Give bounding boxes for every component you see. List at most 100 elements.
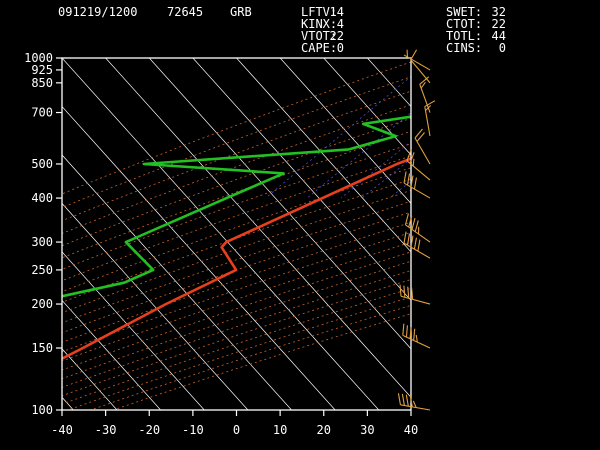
dry-adiabat xyxy=(62,279,411,397)
mixing-ratio-line xyxy=(389,180,411,199)
wind-barb xyxy=(397,393,431,411)
barb-staff xyxy=(400,295,431,305)
profiles xyxy=(62,115,411,361)
barb-staff xyxy=(403,54,431,71)
isotherm-line xyxy=(62,154,292,410)
index-value: 32 xyxy=(491,5,506,19)
isotherm-line xyxy=(62,348,118,410)
barb-feather xyxy=(417,239,421,252)
barb-staff xyxy=(403,242,431,259)
temperature-tick-label: 20 xyxy=(317,423,331,437)
index-value: 14 xyxy=(329,5,344,19)
dry-adiabat xyxy=(62,241,411,362)
barb-feather xyxy=(414,220,419,232)
dry-adiabat xyxy=(62,211,411,334)
barb-feather xyxy=(406,233,411,246)
barb-feather xyxy=(403,285,406,298)
index-value: 4 xyxy=(336,17,344,31)
pressure-tick-label: 150 xyxy=(31,341,53,355)
dry-adiabat xyxy=(62,200,411,324)
temperature-axis: -40 -30 -20 -10 0 10 20 30 40 xyxy=(51,410,418,437)
barb-staff xyxy=(410,59,431,84)
temperature-tick-label: -30 xyxy=(95,423,117,437)
isotherm-line xyxy=(62,105,336,410)
dry-adiabat xyxy=(62,251,411,371)
wind-barb xyxy=(403,171,431,199)
mixing-ratio-line xyxy=(361,158,411,199)
barb-feather xyxy=(403,231,407,244)
index-value: 0 xyxy=(498,41,506,55)
barb-feather xyxy=(407,286,410,299)
barb-feather xyxy=(419,76,430,85)
barb-staff xyxy=(400,404,431,411)
background-lines xyxy=(62,51,600,410)
dry-adiabat xyxy=(62,76,411,208)
dry-adiabat xyxy=(62,260,411,380)
wind-barb xyxy=(402,323,431,349)
dry-adiabat xyxy=(90,304,411,410)
station-id: GRB xyxy=(230,5,252,19)
mixing-ratio-line xyxy=(472,51,600,199)
plot-frame xyxy=(61,57,412,411)
isotherm-line xyxy=(105,58,411,398)
temperature-tick-label: -40 xyxy=(51,423,73,437)
isotherm-line xyxy=(62,251,205,410)
barb-feather xyxy=(403,171,407,184)
index-value: 22 xyxy=(491,17,506,31)
dry-adiabat xyxy=(62,130,411,259)
index-name: SWET: xyxy=(446,5,483,19)
wind-barb xyxy=(399,284,431,305)
isotherm-line xyxy=(236,58,411,253)
dry-adiabat xyxy=(62,167,411,293)
wind-barb xyxy=(406,149,431,181)
barb-feather xyxy=(414,128,423,139)
mixing-ratio-line xyxy=(416,51,600,199)
pressure-tick-label: 700 xyxy=(31,106,53,120)
wind-barbs xyxy=(397,49,436,411)
barb-staff xyxy=(424,106,431,137)
barb-feather xyxy=(415,334,418,343)
dewpoint-profile xyxy=(62,115,411,298)
dry-adiabat xyxy=(67,296,411,410)
pressure-tick-label: 200 xyxy=(31,297,53,311)
barb-feather xyxy=(413,237,417,250)
barb-feather xyxy=(399,284,402,297)
dry-adiabat xyxy=(62,189,411,314)
wind-barb xyxy=(403,231,431,259)
wind-barb xyxy=(410,49,431,84)
pressure-tick-label: 925 xyxy=(31,63,53,77)
mixing-ratio-line xyxy=(440,51,600,199)
temperature-tick-label: -20 xyxy=(138,423,160,437)
wind-barb xyxy=(403,49,431,71)
temperature-tick-label: 40 xyxy=(404,423,418,437)
index-name: TOTL: xyxy=(446,29,483,43)
index-name: CTOT: xyxy=(446,17,483,31)
isotherm-line xyxy=(62,202,249,410)
station-number: 72645 xyxy=(167,5,204,19)
isotherm-line xyxy=(279,58,411,204)
pressure-tick-label: 1000 xyxy=(24,51,53,65)
index-value: 0 xyxy=(336,41,344,55)
wind-barb xyxy=(424,100,436,137)
dry-adiabat xyxy=(62,155,411,282)
temperature-profile xyxy=(62,157,411,361)
barb-feather xyxy=(405,325,409,338)
barb-feather xyxy=(413,177,417,190)
isotherm-line xyxy=(62,299,161,410)
index-name: VTOT: xyxy=(301,29,338,43)
pressure-tick-label: 400 xyxy=(31,191,53,205)
dry-adiabat xyxy=(62,221,411,343)
wind-barb xyxy=(419,76,431,113)
barb-staff xyxy=(414,137,431,165)
dry-adiabat xyxy=(62,231,411,353)
wind-barb xyxy=(414,128,431,165)
barb-staff xyxy=(406,160,431,181)
pressure-tick-label: 100 xyxy=(31,403,53,417)
barb-feather xyxy=(408,215,413,228)
barb-feather xyxy=(401,393,405,406)
barb-feather xyxy=(410,49,418,61)
pressure-tick-label: 850 xyxy=(31,76,53,90)
dry-adiabat xyxy=(62,270,411,388)
dry-adiabat xyxy=(113,313,411,410)
